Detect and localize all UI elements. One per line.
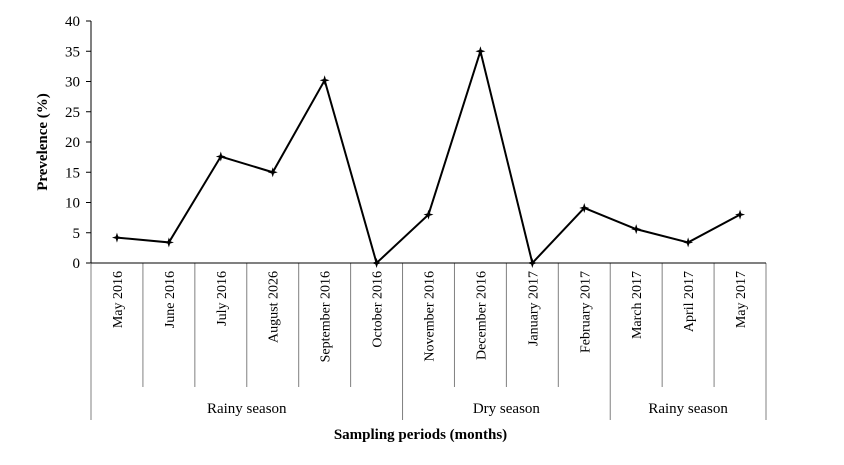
y-tick-label: 5 <box>73 226 81 242</box>
y-axis-ticks: 0 5 10 15 20 25 30 35 40 <box>65 14 91 272</box>
category-label: July 2016 <box>215 271 230 326</box>
series-line <box>116 47 741 266</box>
x-axis-title: Sampling periods (months) <box>334 427 507 443</box>
category-label: September 2016 <box>319 271 334 362</box>
y-tick-label: 40 <box>65 14 80 30</box>
data-point <box>319 75 330 86</box>
category-labels: May 2016 June 2016 July 2016 August 2026 Sep… <box>111 271 749 362</box>
category-label: January 2017 <box>526 271 541 346</box>
data-point <box>475 46 486 57</box>
data-point <box>371 258 382 268</box>
category-label: June 2016 <box>163 271 178 328</box>
category-label: May 2016 <box>111 271 126 328</box>
category-label: November 2016 <box>423 271 438 362</box>
y-tick-label: 25 <box>65 105 80 121</box>
y-tick-label: 15 <box>65 165 80 181</box>
y-tick-label: 0 <box>73 256 81 272</box>
data-point <box>579 202 590 213</box>
data-point <box>267 167 278 178</box>
y-tick-label: 30 <box>65 75 80 91</box>
category-label: April 2017 <box>682 271 697 332</box>
data-point <box>683 237 694 248</box>
data-point <box>631 224 642 235</box>
series-group <box>111 46 746 268</box>
y-tick-label: 10 <box>65 196 80 212</box>
y-tick-label: 20 <box>65 135 80 151</box>
category-label: February 2017 <box>578 271 593 353</box>
data-point <box>163 237 174 248</box>
group-labels: Rainy season Dry season Rainy season <box>207 401 728 417</box>
y-tick-label: 35 <box>65 44 80 60</box>
category-label: August 2026 <box>267 271 282 343</box>
group-label: Dry season <box>473 401 541 417</box>
data-point <box>527 258 538 268</box>
y-axis-title: Prevelence (%) <box>35 93 51 191</box>
data-point <box>111 232 122 243</box>
category-label: December 2016 <box>474 271 489 360</box>
group-label: Rainy season <box>648 401 728 417</box>
data-point <box>735 209 746 220</box>
category-label: May 2017 <box>734 271 749 328</box>
data-point <box>215 151 226 162</box>
data-point <box>423 209 434 220</box>
group-label: Rainy season <box>207 401 287 417</box>
category-label: October 2016 <box>371 271 386 348</box>
category-label: March 2017 <box>630 271 645 339</box>
category-grid <box>90 263 767 420</box>
